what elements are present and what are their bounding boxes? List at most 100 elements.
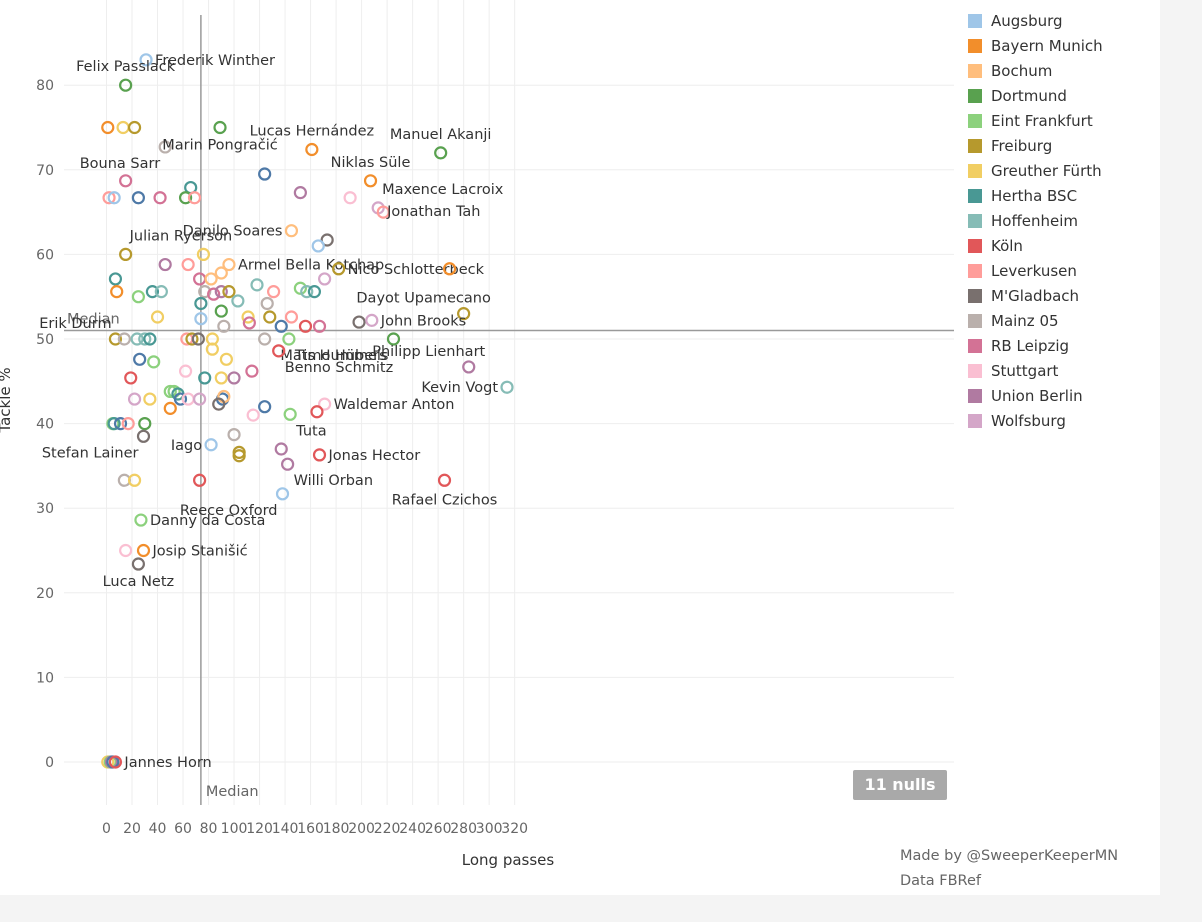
data-point[interactable] xyxy=(181,257,195,272)
legend-item[interactable]: Mainz 05 xyxy=(968,308,1103,333)
data-point[interactable] xyxy=(147,355,161,369)
legend-item[interactable]: Stuttgart xyxy=(968,358,1103,383)
data-point[interactable] xyxy=(212,397,226,411)
data-point[interactable] xyxy=(127,473,142,487)
data-point[interactable] xyxy=(194,312,208,326)
data-point[interactable] xyxy=(258,332,272,346)
data-point[interactable] xyxy=(154,285,168,299)
data-point[interactable] xyxy=(500,380,514,394)
data-point[interactable] xyxy=(462,360,476,374)
data-point[interactable] xyxy=(110,285,124,299)
data-point[interactable] xyxy=(108,272,123,286)
data-point[interactable] xyxy=(181,392,195,406)
data-point[interactable] xyxy=(107,417,121,431)
legend-item[interactable]: Wolfsburg xyxy=(968,408,1103,433)
data-point[interactable] xyxy=(193,473,207,487)
data-point[interactable] xyxy=(214,371,228,385)
data-point[interactable] xyxy=(258,400,272,414)
data-point[interactable] xyxy=(191,332,205,346)
data-point[interactable] xyxy=(293,186,307,200)
data-point[interactable] xyxy=(193,392,207,406)
data-point[interactable] xyxy=(214,266,228,280)
data-point[interactable] xyxy=(232,449,246,463)
data-point[interactable] xyxy=(187,191,202,205)
data-point[interactable] xyxy=(260,296,274,311)
data-point[interactable] xyxy=(282,332,296,346)
data-point[interactable] xyxy=(117,332,131,346)
legend-item[interactable]: Leverkusen xyxy=(968,258,1103,283)
data-point[interactable] xyxy=(318,272,332,286)
data-point[interactable] xyxy=(365,313,379,327)
data-point[interactable] xyxy=(312,319,327,333)
data-point[interactable] xyxy=(245,364,259,378)
data-point[interactable] xyxy=(246,408,260,422)
data-point[interactable] xyxy=(320,233,334,247)
data-point[interactable] xyxy=(437,473,452,487)
data-point[interactable] xyxy=(133,352,147,366)
data-point[interactable] xyxy=(158,140,172,154)
data-point[interactable] xyxy=(101,120,115,135)
data-point[interactable] xyxy=(258,167,272,181)
data-point[interactable] xyxy=(231,294,245,308)
data-point[interactable] xyxy=(222,257,236,272)
data-point[interactable] xyxy=(145,285,160,299)
data-point[interactable] xyxy=(217,319,231,333)
data-point[interactable] xyxy=(242,316,256,330)
legend-item[interactable]: Union Berlin xyxy=(968,383,1103,408)
data-point[interactable] xyxy=(143,392,157,406)
data-point[interactable] xyxy=(312,448,327,462)
data-point[interactable] xyxy=(204,272,218,286)
legend-item[interactable]: Dortmund xyxy=(968,83,1103,108)
data-point[interactable] xyxy=(136,429,151,443)
data-point[interactable] xyxy=(196,247,211,261)
data-point[interactable] xyxy=(443,262,457,276)
data-point[interactable] xyxy=(158,257,172,272)
data-point[interactable] xyxy=(281,457,295,471)
legend-item[interactable]: Hoffenheim xyxy=(968,208,1103,233)
data-point[interactable] xyxy=(205,342,219,356)
data-point[interactable] xyxy=(311,239,325,253)
data-point[interactable] xyxy=(138,417,152,431)
data-point[interactable] xyxy=(275,487,290,501)
data-point[interactable] xyxy=(376,205,390,219)
data-point[interactable] xyxy=(198,371,212,385)
data-point[interactable] xyxy=(227,427,241,442)
data-point[interactable] xyxy=(153,191,167,205)
legend-item[interactable]: Köln xyxy=(968,233,1103,258)
nulls-badge[interactable]: 11 nulls xyxy=(853,770,947,800)
data-point[interactable] xyxy=(298,319,313,333)
legend-item[interactable]: Bochum xyxy=(968,58,1103,83)
data-point[interactable] xyxy=(305,142,319,157)
data-point[interactable] xyxy=(143,332,157,346)
data-point[interactable] xyxy=(130,332,144,346)
data-point[interactable] xyxy=(138,332,152,346)
data-point[interactable] xyxy=(150,310,165,324)
data-point[interactable] xyxy=(227,371,241,385)
data-point[interactable] xyxy=(332,262,346,276)
data-point[interactable] xyxy=(185,332,199,346)
data-point[interactable] xyxy=(250,278,264,292)
data-point[interactable] xyxy=(163,401,177,415)
data-point[interactable] xyxy=(119,174,133,188)
data-point[interactable] xyxy=(178,364,193,378)
data-point[interactable] xyxy=(300,285,314,299)
data-point[interactable] xyxy=(214,285,228,299)
data-point[interactable] xyxy=(119,247,133,261)
data-point[interactable] xyxy=(113,417,128,431)
data-point[interactable] xyxy=(127,120,142,135)
legend-item[interactable]: Hertha BSC xyxy=(968,183,1103,208)
data-point[interactable] xyxy=(214,304,228,318)
data-point[interactable] xyxy=(102,191,116,205)
data-point[interactable] xyxy=(293,281,307,295)
data-point[interactable] xyxy=(178,191,193,205)
data-point[interactable] xyxy=(434,146,448,160)
data-point[interactable] xyxy=(116,120,130,135)
data-point[interactable] xyxy=(386,332,401,346)
data-point[interactable] xyxy=(283,407,297,421)
data-point[interactable] xyxy=(307,285,322,299)
data-point[interactable] xyxy=(108,332,123,346)
legend-item[interactable]: Greuther Fürth xyxy=(968,158,1103,183)
data-point[interactable] xyxy=(119,78,133,92)
data-point[interactable] xyxy=(219,352,233,366)
data-point[interactable] xyxy=(310,405,324,419)
